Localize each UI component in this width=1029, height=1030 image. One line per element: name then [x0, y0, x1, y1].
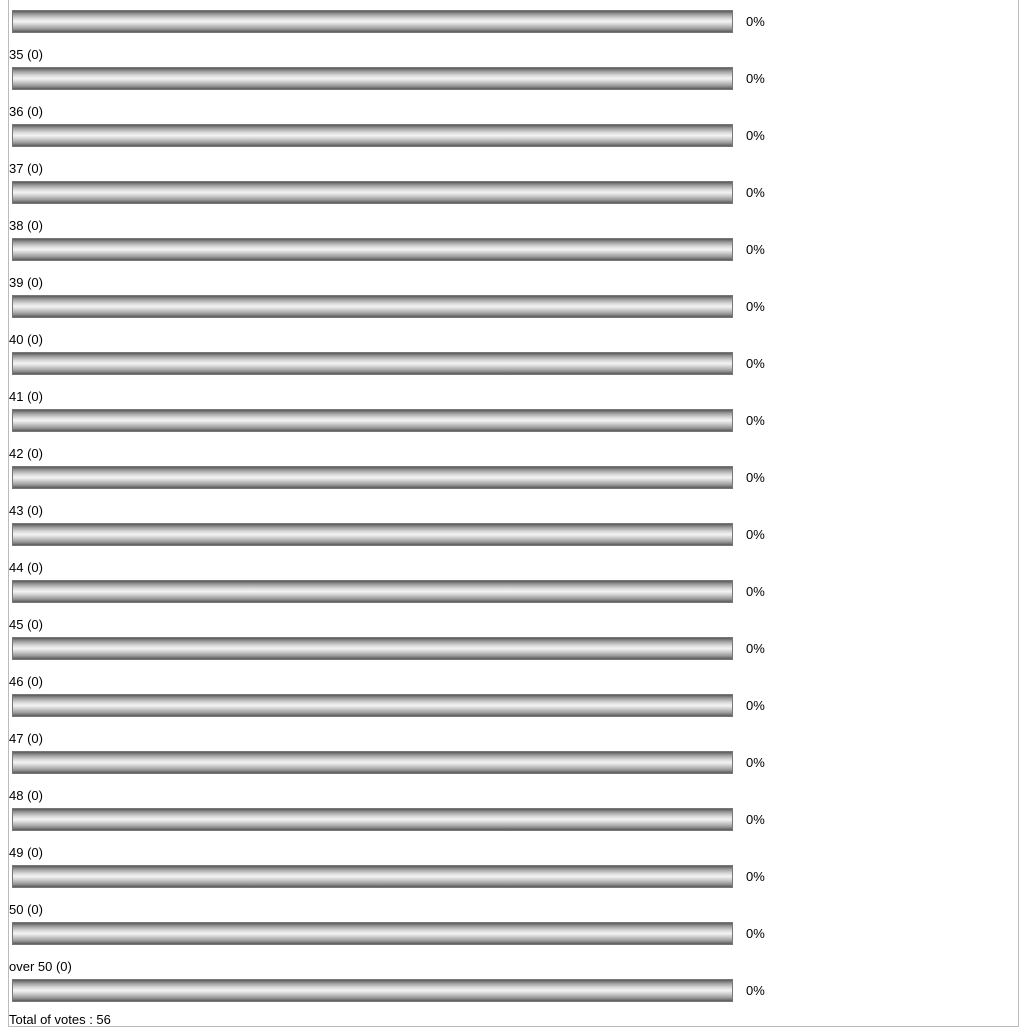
- result-bar: [12, 409, 733, 432]
- result-bar: [12, 181, 733, 204]
- percent-label: 0%: [746, 983, 765, 998]
- result-bar: [12, 637, 733, 660]
- option-label: 48 (0): [9, 788, 43, 803]
- percent-label: 0%: [746, 299, 765, 314]
- result-bar: [12, 238, 733, 261]
- percent-label: 0%: [746, 356, 765, 371]
- percent-label: 0%: [746, 641, 765, 656]
- percent-label: 0%: [746, 128, 765, 143]
- percent-label: 0%: [746, 584, 765, 599]
- result-bar: [12, 694, 733, 717]
- option-label: 42 (0): [9, 446, 43, 461]
- option-label: 43 (0): [9, 503, 43, 518]
- percent-label: 0%: [746, 14, 765, 29]
- option-label: 41 (0): [9, 389, 43, 404]
- option-label: 49 (0): [9, 845, 43, 860]
- percent-label: 0%: [746, 413, 765, 428]
- result-bar: [12, 580, 733, 603]
- result-bar: [12, 295, 733, 318]
- option-label: 46 (0): [9, 674, 43, 689]
- option-label: 45 (0): [9, 617, 43, 632]
- option-label: 37 (0): [9, 161, 43, 176]
- option-label: over 50 (0): [9, 959, 72, 974]
- result-bar: [12, 10, 733, 33]
- option-label: 44 (0): [9, 560, 43, 575]
- result-bar: [12, 523, 733, 546]
- percent-label: 0%: [746, 812, 765, 827]
- result-bar: [12, 979, 733, 1002]
- percent-label: 0%: [746, 926, 765, 941]
- option-label: 47 (0): [9, 731, 43, 746]
- result-bar: [12, 922, 733, 945]
- percent-label: 0%: [746, 698, 765, 713]
- percent-label: 0%: [746, 527, 765, 542]
- percent-label: 0%: [746, 755, 765, 770]
- option-label: 39 (0): [9, 275, 43, 290]
- result-bar: [12, 865, 733, 888]
- result-bar: [12, 751, 733, 774]
- poll-frame: [8, 0, 1019, 1027]
- percent-label: 0%: [746, 71, 765, 86]
- percent-label: 0%: [746, 242, 765, 257]
- percent-label: 0%: [746, 869, 765, 884]
- option-label: 36 (0): [9, 104, 43, 119]
- result-bar: [12, 67, 733, 90]
- result-bar: [12, 808, 733, 831]
- result-bar: [12, 124, 733, 147]
- option-label: 40 (0): [9, 332, 43, 347]
- percent-label: 0%: [746, 185, 765, 200]
- option-label: 38 (0): [9, 218, 43, 233]
- option-label: 35 (0): [9, 47, 43, 62]
- percent-label: 0%: [746, 470, 765, 485]
- result-bar: [12, 352, 733, 375]
- option-label: 50 (0): [9, 902, 43, 917]
- result-bar: [12, 466, 733, 489]
- total-votes: Total of votes : 56: [9, 1012, 111, 1027]
